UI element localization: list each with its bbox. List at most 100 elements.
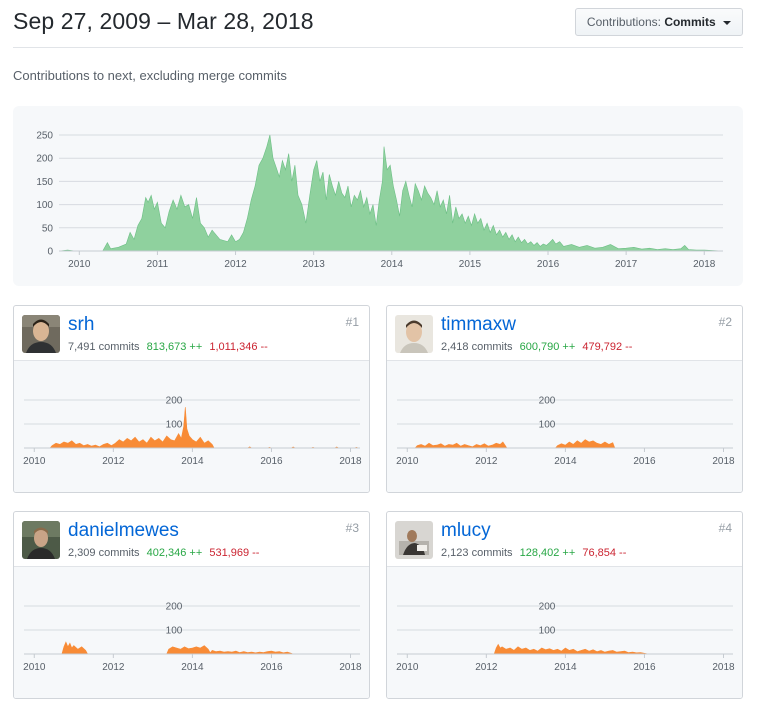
contributor-rank: #2 (718, 315, 732, 329)
x-tick-label: 2014 (554, 456, 577, 467)
x-tick-label: 2014 (381, 259, 404, 270)
date-range-title: Sep 27, 2009 – Mar 28, 2018 (13, 8, 314, 34)
commit-count: 7,491 commits (68, 341, 140, 353)
contributor-stats: 2,123 commits 128,402 ++ 76,854 -- (441, 547, 626, 559)
deletions-count: 479,792 -- (582, 341, 633, 353)
x-tick-label: 2014 (181, 456, 204, 467)
contributor-card: mlucy 2,123 commits 128,402 ++ 76,854 --… (386, 511, 743, 699)
x-tick-label: 2012 (102, 662, 125, 673)
x-tick-label: 2018 (339, 456, 362, 467)
x-tick-label: 2013 (303, 259, 326, 270)
y-tick-label: 200 (36, 154, 53, 165)
avatar[interactable] (395, 315, 433, 353)
select-prefix: Contributions: (586, 15, 661, 29)
contributor-chart-svg: 100 200 2010 2012 2014 2016 2018 (23, 602, 362, 674)
series-area (493, 643, 649, 655)
y-tick-label: 200 (166, 602, 183, 613)
x-tick-label: 2016 (260, 456, 283, 467)
contributor-login-link[interactable]: mlucy (441, 520, 491, 541)
contributor-header: srh 7,491 commits 813,673 ++ 1,011,346 -… (14, 306, 369, 360)
x-tick-label: 2014 (181, 662, 204, 673)
contributions-subtitle: Contributions to next, excluding merge c… (13, 68, 287, 83)
avatar[interactable] (22, 521, 60, 559)
contributor-rank: #3 (345, 521, 359, 535)
page-header: Sep 27, 2009 – Mar 28, 2018 Contribution… (13, 0, 743, 48)
y-tick-label: 100 (539, 626, 556, 637)
y-tick-label: 250 (36, 131, 53, 142)
x-tick-label: 2017 (615, 259, 638, 270)
additions-count: 600,790 ++ (519, 341, 576, 353)
additions-count: 128,402 ++ (519, 547, 576, 559)
x-tick-label: 2018 (693, 259, 716, 270)
deletions-count: 76,854 -- (582, 547, 627, 559)
x-tick-label: 2010 (396, 662, 419, 673)
contributor-header: danielmewes 2,309 commits 402,346 ++ 531… (14, 512, 369, 566)
series-area (414, 439, 616, 449)
contributor-stats: 2,309 commits 402,346 ++ 531,969 -- (68, 547, 259, 559)
y-tick-label: 200 (539, 602, 556, 613)
y-tick-label: 150 (36, 177, 53, 188)
x-tick-label: 2010 (23, 662, 46, 673)
contributor-rank: #1 (345, 315, 359, 329)
y-tick-label: 200 (539, 396, 556, 407)
contributor-chart-svg: 100 200 2010 2012 2014 2016 2018 (23, 396, 362, 468)
contributor-stats: 7,491 commits 813,673 ++ 1,011,346 -- (68, 341, 268, 353)
x-tick-label: 2016 (537, 259, 560, 270)
x-tick-label: 2016 (260, 662, 283, 673)
commit-count: 2,309 commits (68, 547, 140, 559)
y-tick-label: 100 (166, 420, 183, 431)
contributor-chart: 100 200 2010 2012 2014 2016 2018 (387, 360, 742, 492)
y-tick-label: 0 (47, 247, 53, 258)
y-tick-label: 100 (539, 420, 556, 431)
contributor-chart: 100 200 2010 2012 2014 2016 2018 (387, 566, 742, 698)
y-tick-label: 200 (166, 396, 183, 407)
avatar[interactable] (22, 315, 60, 353)
x-tick-label: 2010 (68, 259, 91, 270)
contributor-card: danielmewes 2,309 commits 402,346 ++ 531… (13, 511, 370, 699)
x-tick-label: 2012 (102, 456, 125, 467)
x-tick-label: 2010 (396, 456, 419, 467)
contributor-stats: 2,418 commits 600,790 ++ 479,792 -- (441, 341, 632, 353)
contributor-login-link[interactable]: srh (68, 314, 95, 335)
x-tick-label: 2011 (147, 259, 169, 270)
select-value: Commits (664, 15, 716, 29)
contributor-chart-svg: 100 200 2010 2012 2014 2016 2018 (396, 396, 735, 468)
caret-down-icon (723, 20, 731, 25)
x-tick-label: 2010 (23, 456, 46, 467)
contributor-header: mlucy 2,123 commits 128,402 ++ 76,854 --… (387, 512, 742, 566)
x-tick-label: 2012 (475, 662, 498, 673)
x-tick-label: 2014 (554, 662, 577, 673)
additions-count: 402,346 ++ (146, 547, 203, 559)
y-tick-label: 100 (166, 626, 183, 637)
deletions-count: 1,011,346 -- (209, 341, 268, 353)
commit-count: 2,123 commits (441, 547, 513, 559)
x-tick-label: 2018 (712, 456, 735, 467)
contributor-chart: 100 200 2010 2012 2014 2016 2018 (14, 360, 369, 492)
additions-count: 813,673 ++ (146, 341, 203, 353)
series-area (58, 134, 724, 252)
contributor-login-link[interactable]: timmaxw (441, 314, 516, 335)
x-tick-label: 2012 (475, 456, 498, 467)
series-area (49, 407, 359, 449)
deletions-count: 531,969 -- (209, 547, 260, 559)
x-tick-label: 2018 (339, 662, 362, 673)
series-area (61, 641, 294, 655)
contributor-chart-svg: 100 200 2010 2012 2014 2016 2018 (396, 602, 735, 674)
contributor-header: timmaxw 2,418 commits 600,790 ++ 479,792… (387, 306, 742, 360)
x-tick-label: 2018 (712, 662, 735, 673)
x-tick-label: 2016 (633, 456, 656, 467)
avatar[interactable] (395, 521, 433, 559)
commit-count: 2,418 commits (441, 341, 513, 353)
main-contributions-chart: 0 50 100 150 200 250 2010 2011 2012 2013 2014 2015 2… (13, 106, 743, 286)
contributions-type-select[interactable]: Contributions: Commits (574, 8, 743, 36)
x-tick-label: 2015 (459, 259, 482, 270)
x-tick-label: 2016 (633, 662, 656, 673)
contributor-login-link[interactable]: danielmewes (68, 520, 179, 541)
contributor-rank: #4 (718, 521, 732, 535)
contributor-card: timmaxw 2,418 commits 600,790 ++ 479,792… (386, 305, 743, 493)
contributor-chart: 100 200 2010 2012 2014 2016 2018 (14, 566, 369, 698)
x-tick-label: 2012 (224, 259, 247, 270)
main-chart-svg: 0 50 100 150 200 250 2010 2011 2012 2013 2014 2015 2… (36, 131, 724, 270)
contributor-card: srh 7,491 commits 813,673 ++ 1,011,346 -… (13, 305, 370, 493)
y-tick-label: 50 (42, 223, 54, 234)
